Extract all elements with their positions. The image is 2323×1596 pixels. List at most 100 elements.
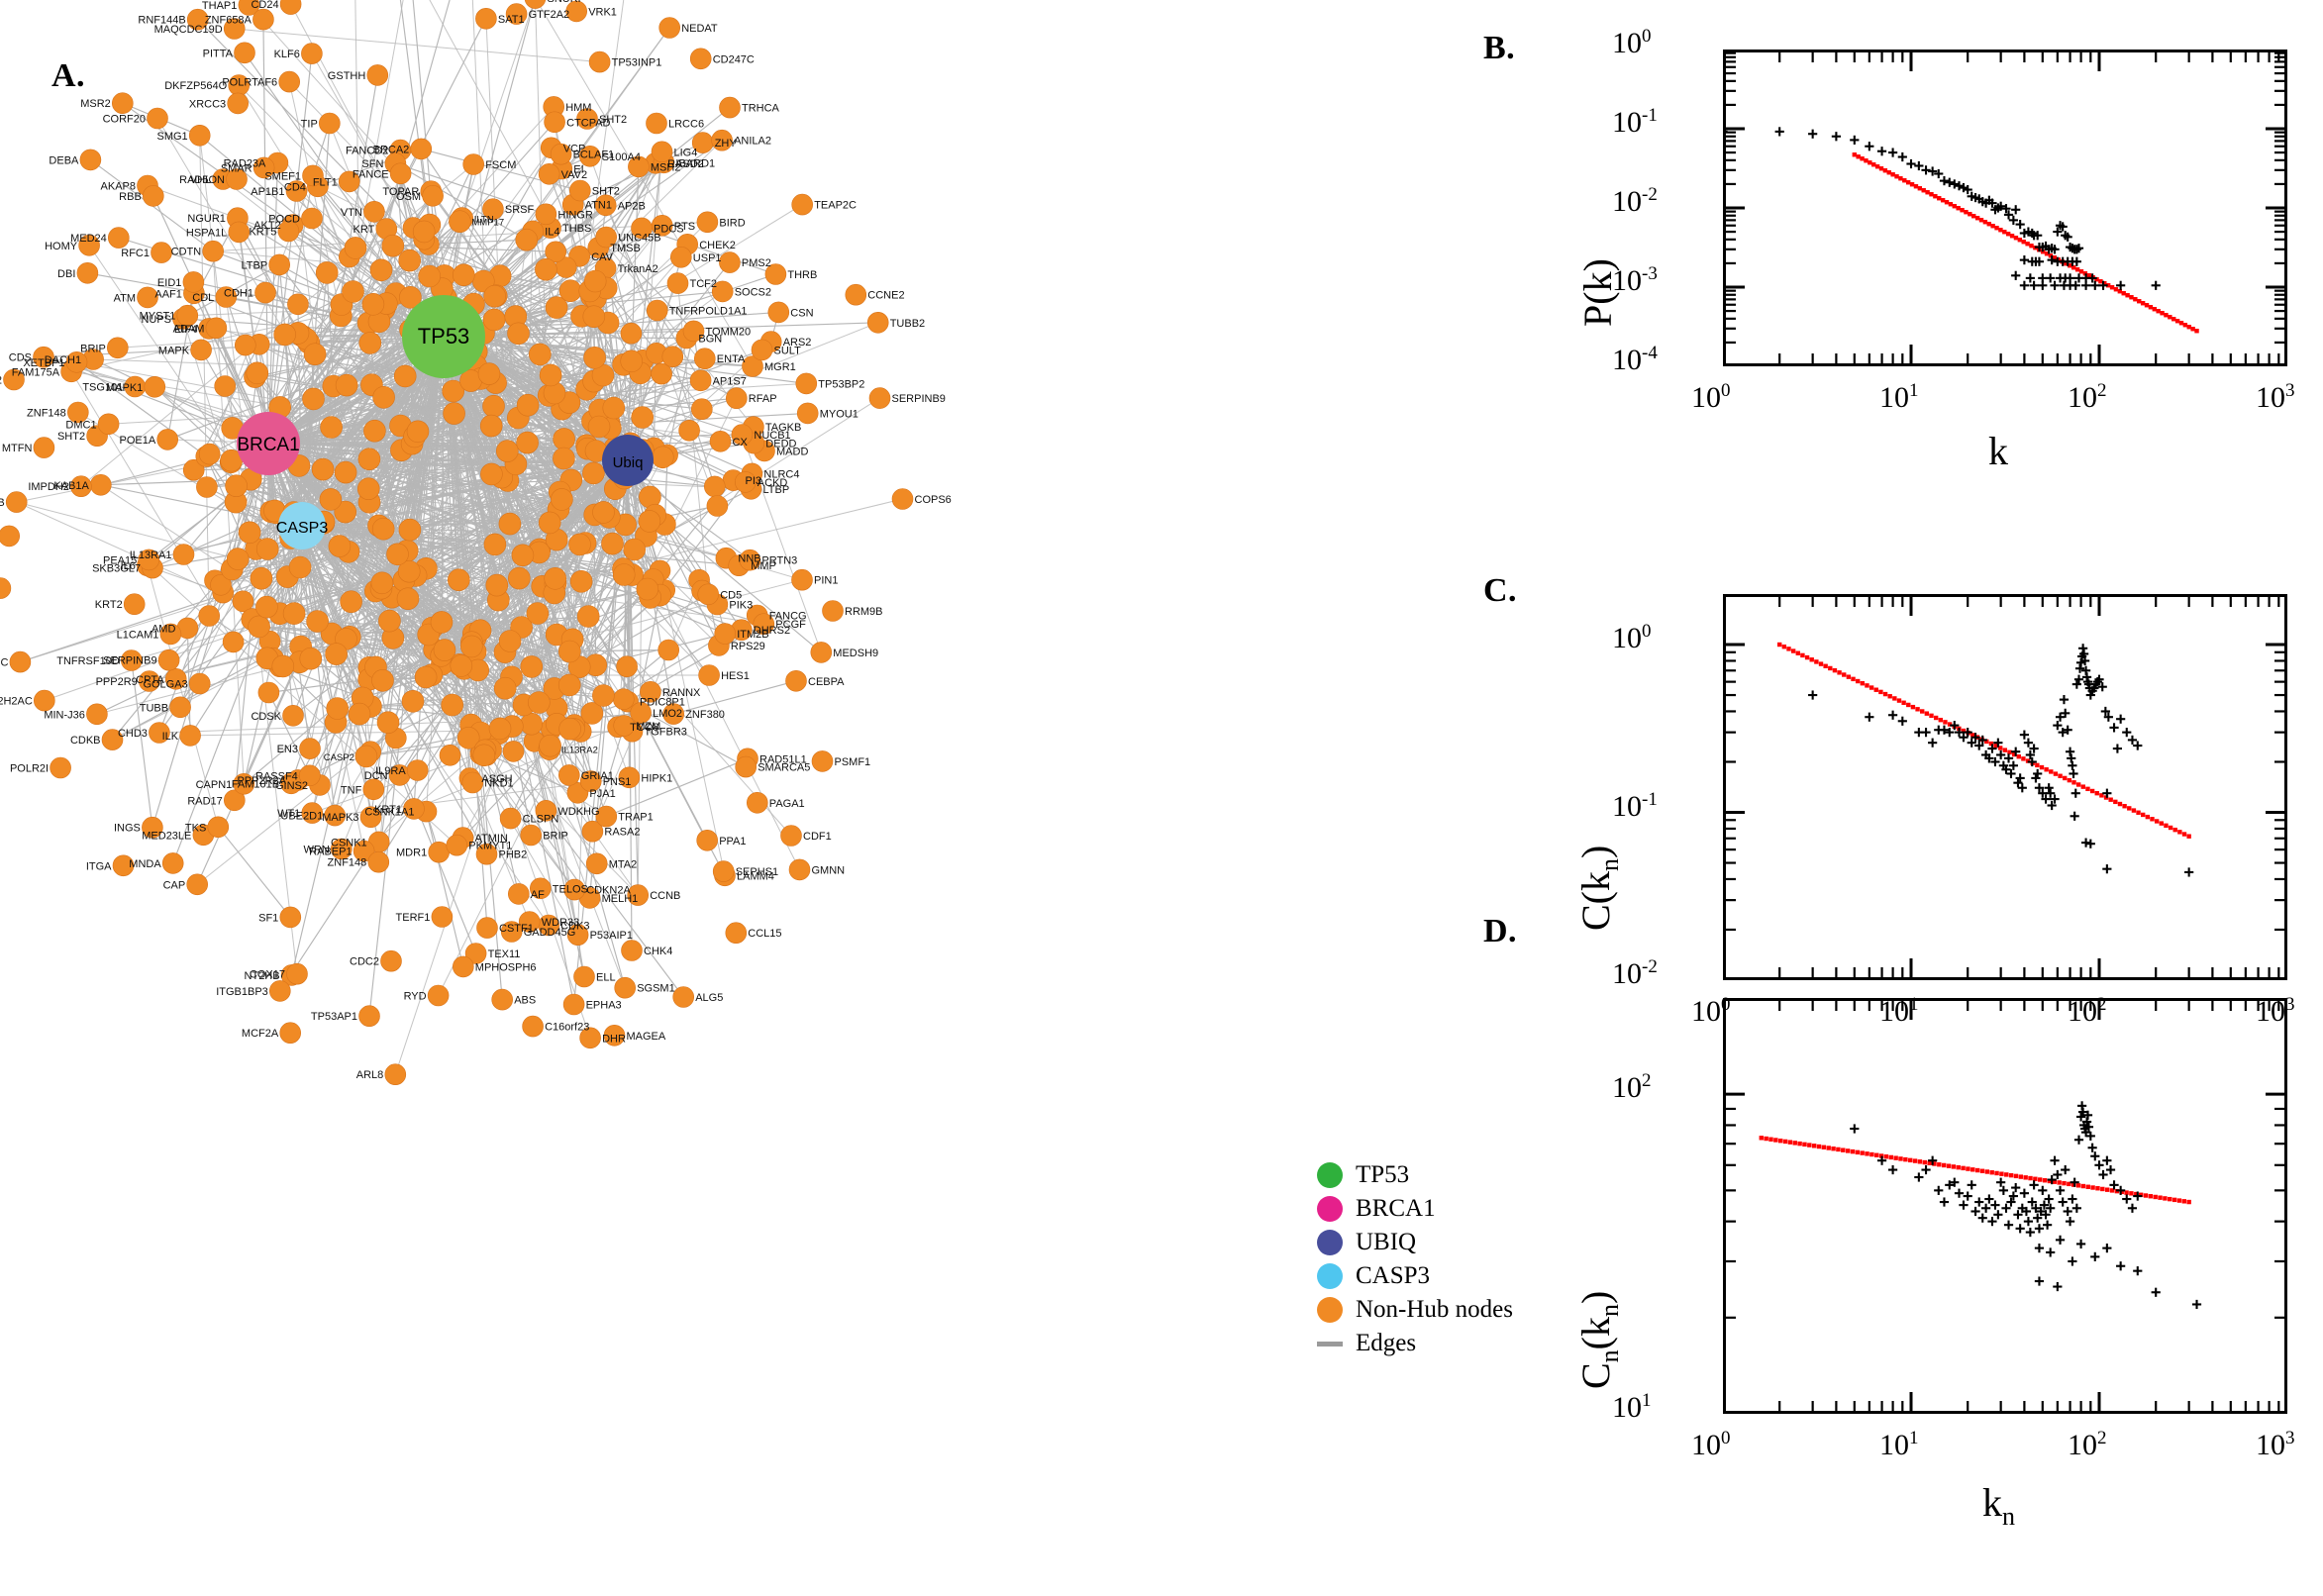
hub-node-casp3[interactable] [278, 502, 326, 549]
network-node[interactable] [568, 533, 591, 556]
network-node[interactable] [595, 226, 618, 249]
network-node[interactable] [822, 600, 844, 622]
network-node[interactable] [112, 854, 135, 877]
network-node[interactable] [706, 495, 729, 517]
network-node[interactable] [301, 802, 324, 824]
network-node[interactable] [334, 460, 357, 484]
network-node[interactable] [255, 538, 279, 560]
network-node[interactable] [493, 676, 517, 700]
hub-node-ubiq[interactable] [602, 435, 654, 486]
network-node[interactable] [397, 559, 421, 583]
network-node[interactable] [535, 257, 557, 281]
network-node[interactable] [482, 308, 506, 332]
network-node[interactable] [735, 755, 758, 778]
network-node[interactable] [5, 491, 28, 513]
network-node[interactable] [238, 0, 260, 16]
network-node[interactable] [441, 693, 464, 717]
network-node[interactable] [235, 334, 256, 356]
network-node[interactable] [477, 362, 501, 385]
network-node[interactable] [311, 457, 335, 481]
network-node[interactable] [389, 162, 412, 185]
network-node[interactable] [682, 320, 705, 343]
network-node[interactable] [348, 702, 371, 726]
network-node[interactable] [182, 271, 205, 293]
network-node[interactable] [703, 475, 726, 498]
network-node[interactable] [298, 764, 321, 787]
network-node[interactable] [302, 164, 324, 187]
hub-node-tp53[interactable] [402, 295, 485, 378]
network-node[interactable] [456, 726, 480, 749]
network-node[interactable] [498, 512, 522, 536]
network-node[interactable] [358, 1005, 380, 1027]
network-node[interactable] [693, 348, 716, 370]
network-node[interactable] [592, 501, 615, 524]
network-node[interactable] [403, 798, 425, 820]
network-node[interactable] [442, 379, 465, 403]
network-node[interactable] [576, 605, 600, 628]
network-node[interactable] [582, 305, 606, 329]
network-node[interactable] [689, 369, 712, 392]
network-node[interactable] [279, 1022, 302, 1044]
network-node[interactable] [603, 1025, 626, 1047]
network-node[interactable] [866, 311, 889, 334]
network-node[interactable] [354, 745, 378, 768]
network-node[interactable] [566, 924, 589, 947]
network-node[interactable] [672, 986, 695, 1008]
network-node[interactable] [505, 3, 528, 25]
network-node[interactable] [587, 415, 611, 439]
network-node[interactable] [620, 322, 643, 345]
network-node[interactable] [303, 343, 327, 366]
network-node[interactable] [482, 394, 505, 418]
network-node[interactable] [65, 350, 88, 373]
network-node[interactable] [725, 922, 748, 945]
network-node[interactable] [557, 640, 581, 663]
network-node[interactable] [482, 198, 504, 220]
network-node[interactable] [796, 402, 819, 425]
network-node[interactable] [579, 1027, 601, 1049]
network-node[interactable] [638, 510, 661, 533]
network-node[interactable] [714, 623, 737, 645]
network-node[interactable] [330, 838, 353, 860]
network-node[interactable] [545, 241, 567, 263]
network-node[interactable] [280, 772, 302, 795]
network-node[interactable] [739, 549, 761, 571]
network-node[interactable] [447, 568, 470, 592]
network-node[interactable] [657, 639, 680, 661]
network-node[interactable] [719, 251, 741, 273]
network-node[interactable] [79, 149, 102, 171]
network-node[interactable] [214, 375, 236, 397]
network-node[interactable] [306, 610, 329, 633]
network-node[interactable] [585, 852, 608, 875]
network-node[interactable] [399, 285, 422, 309]
network-node[interactable] [520, 712, 544, 736]
network-node[interactable] [711, 129, 733, 151]
network-node[interactable] [520, 655, 544, 678]
network-node[interactable] [372, 385, 395, 409]
network-node[interactable] [101, 729, 124, 750]
network-node[interactable] [661, 346, 684, 368]
network-node[interactable] [257, 681, 280, 704]
network-node[interactable] [268, 253, 291, 276]
network-node[interactable] [0, 525, 20, 548]
network-node[interactable] [520, 824, 543, 847]
network-node[interactable] [640, 680, 661, 703]
network-node[interactable] [651, 215, 673, 237]
network-node[interactable] [301, 43, 323, 64]
network-node[interactable] [157, 648, 180, 671]
network-node[interactable] [576, 108, 598, 130]
network-node[interactable] [398, 249, 422, 272]
network-node[interactable] [646, 299, 668, 322]
network-node[interactable] [557, 764, 580, 786]
hub-node-brca1[interactable] [237, 412, 300, 475]
network-node[interactable] [418, 264, 442, 288]
network-node[interactable] [228, 221, 251, 244]
network-node[interactable] [502, 741, 525, 762]
network-node[interactable] [147, 107, 168, 130]
network-node[interactable] [198, 605, 220, 627]
network-node[interactable] [764, 263, 787, 285]
network-node[interactable] [414, 665, 438, 689]
network-node[interactable] [123, 593, 146, 616]
network-node[interactable] [557, 673, 581, 697]
network-node[interactable] [524, 0, 547, 9]
network-node[interactable] [646, 112, 667, 135]
